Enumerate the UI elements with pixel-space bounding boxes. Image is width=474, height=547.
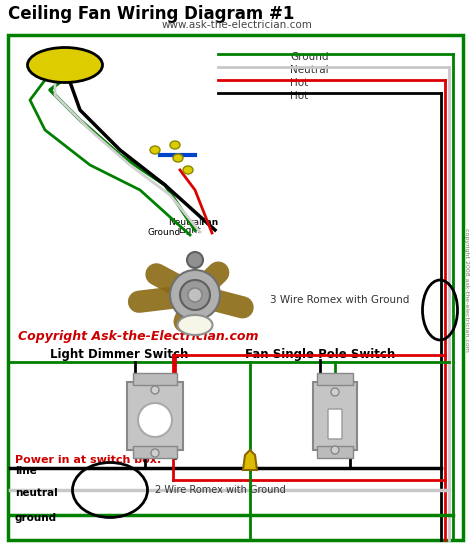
FancyBboxPatch shape <box>133 446 177 458</box>
Text: line: line <box>15 466 37 476</box>
Circle shape <box>188 288 202 302</box>
FancyBboxPatch shape <box>328 409 342 439</box>
Circle shape <box>151 386 159 394</box>
Ellipse shape <box>177 315 212 335</box>
FancyBboxPatch shape <box>317 373 353 385</box>
Text: Power in at switch box:: Power in at switch box: <box>15 455 161 465</box>
Circle shape <box>138 403 172 437</box>
Circle shape <box>170 270 220 320</box>
Text: 2 Wire Romex with Ground: 2 Wire Romex with Ground <box>155 485 286 495</box>
FancyBboxPatch shape <box>317 446 353 458</box>
Text: Fan Single Pole Switch: Fan Single Pole Switch <box>245 348 395 361</box>
Text: neutral: neutral <box>15 488 58 498</box>
FancyBboxPatch shape <box>133 373 177 385</box>
Text: Light: Light <box>178 226 201 235</box>
Text: Hot: Hot <box>290 91 308 101</box>
FancyBboxPatch shape <box>127 382 183 450</box>
Circle shape <box>187 252 203 268</box>
Text: Light Dimmer Switch: Light Dimmer Switch <box>50 348 188 361</box>
Circle shape <box>331 388 339 396</box>
Ellipse shape <box>183 166 193 174</box>
Text: Copyright Ask-the-Electrician.com: Copyright Ask-the-Electrician.com <box>18 330 258 343</box>
Ellipse shape <box>173 154 183 162</box>
Text: Ground: Ground <box>290 52 328 62</box>
Ellipse shape <box>27 48 102 83</box>
FancyBboxPatch shape <box>313 382 357 450</box>
Text: Hot: Hot <box>290 78 308 88</box>
Text: ground: ground <box>15 513 57 523</box>
Text: 3 Wire Romex with Ground: 3 Wire Romex with Ground <box>270 295 410 305</box>
Text: www.ask-the-electrician.com: www.ask-the-electrician.com <box>162 20 312 30</box>
Ellipse shape <box>150 146 160 154</box>
Circle shape <box>151 449 159 457</box>
Circle shape <box>180 280 210 310</box>
Text: Ceiling Fan Wiring Diagram #1: Ceiling Fan Wiring Diagram #1 <box>8 5 294 23</box>
Polygon shape <box>243 450 257 470</box>
Ellipse shape <box>170 141 180 149</box>
Text: copyright 2008 ask-the-electrician.com: copyright 2008 ask-the-electrician.com <box>464 228 469 352</box>
Text: Ground: Ground <box>148 228 181 237</box>
Text: Neutral: Neutral <box>290 65 328 75</box>
Text: Neutral: Neutral <box>168 218 201 227</box>
Text: Fan: Fan <box>200 218 218 227</box>
Circle shape <box>331 446 339 454</box>
